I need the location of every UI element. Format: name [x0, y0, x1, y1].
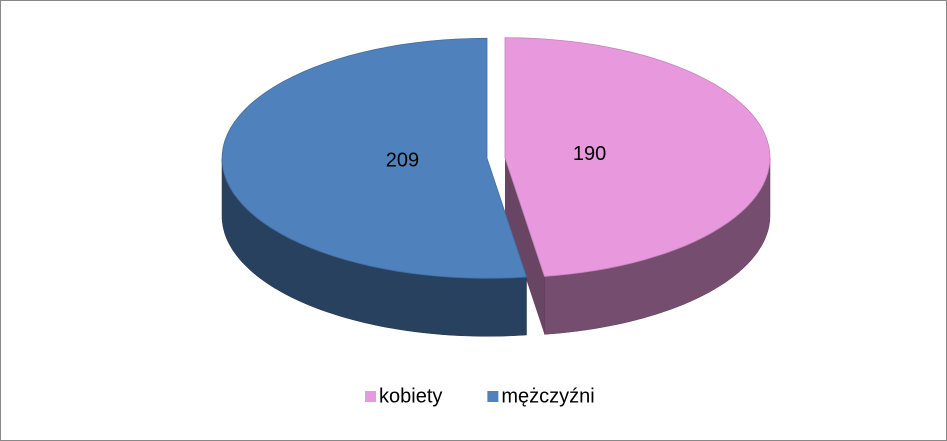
legend-swatch	[487, 391, 499, 402]
data-label: 209	[386, 149, 419, 171]
slice	[221, 37, 528, 279]
legend-label: kobiety	[379, 385, 442, 407]
slice	[504, 37, 771, 277]
data-label: 190	[573, 143, 606, 165]
legend-label: mężczyźni	[501, 385, 594, 407]
legend-swatch	[365, 391, 376, 402]
slice-face	[505, 157, 545, 335]
